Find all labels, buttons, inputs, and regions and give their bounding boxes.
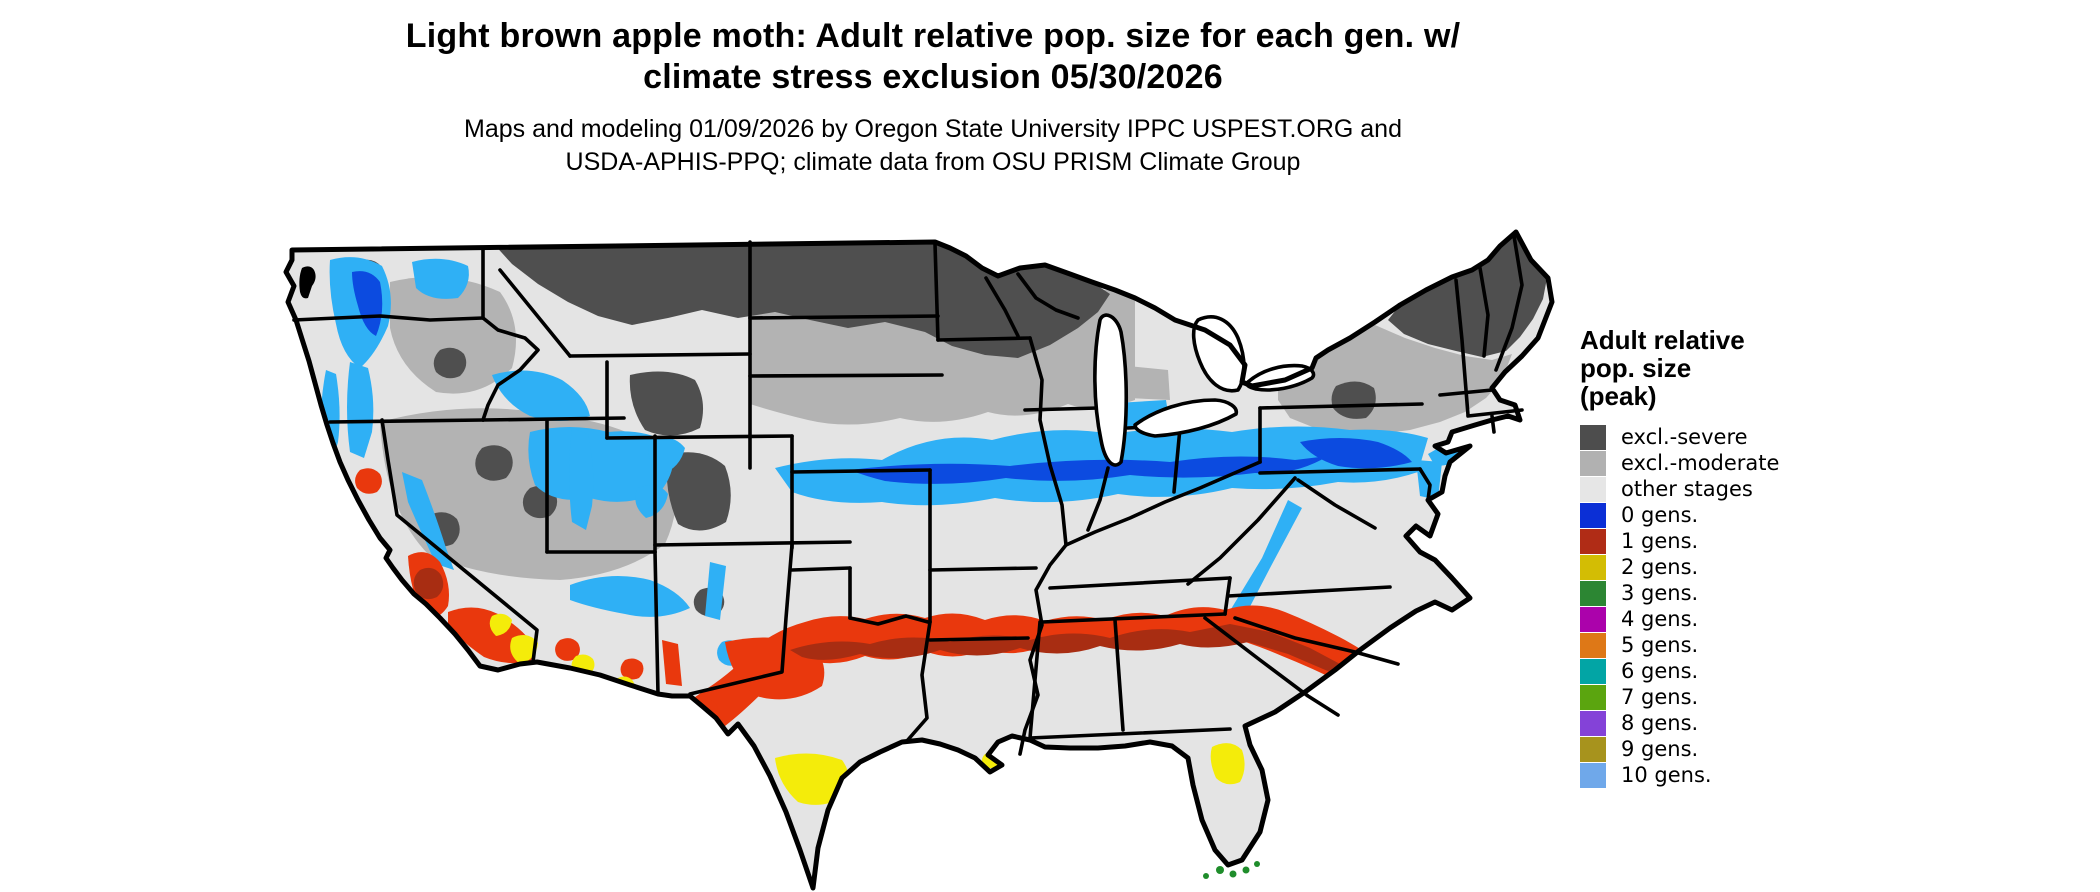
legend-row-0-gens: 0 gens. — [1580, 502, 2000, 528]
lake-huron — [1191, 315, 1246, 393]
region-excl-severe-new-england — [1388, 232, 1547, 357]
legend-row-6-gens: 6 gens. — [1580, 658, 2000, 684]
legend-label: 3 gens. — [1621, 581, 1699, 605]
legend-row-7-gens: 7 gens. — [1580, 684, 2000, 710]
legend-swatch-10-gens — [1580, 762, 1606, 788]
region-excl-severe-adirondacks — [1331, 381, 1376, 419]
region-gens0-wasatch — [569, 428, 594, 530]
region-gens0-appalachians — [1228, 500, 1302, 622]
legend-label: 8 gens. — [1621, 711, 1699, 735]
puget-sound — [299, 266, 316, 299]
legend-label: 10 gens. — [1621, 763, 1712, 787]
legend-label: 1 gens. — [1621, 529, 1699, 553]
legend-swatch-5-gens — [1580, 632, 1606, 658]
region-gens3-florida-keys — [1203, 861, 1260, 879]
legend-items: excl.-severe excl.-moderate other stages… — [1580, 424, 2000, 788]
lake-michigan — [1093, 313, 1129, 467]
region-excl-moderate-michigan — [1128, 366, 1170, 400]
legend-row-excl-severe: excl.-severe — [1580, 424, 2000, 450]
map-subtitle: Maps and modeling 01/09/2026 by Oregon S… — [233, 113, 1633, 179]
legend-swatch-8-gens — [1580, 710, 1606, 736]
legend-row-9-gens: 9 gens. — [1580, 736, 2000, 762]
legend-row-1-gens: 1 gens. — [1580, 528, 2000, 554]
legend-label: other stages — [1621, 477, 1753, 501]
region-excl-severe-oregon-blob — [433, 347, 467, 379]
legend-title-line1: Adult relative — [1580, 325, 1745, 355]
region-gens0-nm-mountains1 — [705, 562, 726, 620]
legend-swatch-1-gens — [1580, 528, 1606, 554]
map-subtitle-line2: USDA-APHIS-PPQ; climate data from OSU PR… — [565, 148, 1301, 176]
region-gens1-arizona2 — [620, 658, 644, 680]
region-gens0-ne-washington — [412, 258, 469, 299]
region-gens0-idaho-mountains — [492, 370, 590, 421]
legend-row-8-gens: 8 gens. — [1580, 710, 2000, 736]
legend-title-line2: pop. size — [1580, 353, 1692, 383]
legend-swatch-6-gens — [1580, 658, 1606, 684]
legend-label: 0 gens. — [1621, 503, 1699, 527]
legend-swatch-3-gens — [1580, 580, 1606, 606]
legend-row-2-gens: 2 gens. — [1580, 554, 2000, 580]
legend-label: 9 gens. — [1621, 737, 1699, 761]
region-gens0-deep-wa-core — [352, 271, 383, 336]
legend-row-3-gens: 3 gens. — [1580, 580, 2000, 606]
legend-label: 5 gens. — [1621, 633, 1699, 657]
region-gens2-florida — [1210, 743, 1245, 785]
legend-row-5-gens: 5 gens. — [1580, 632, 2000, 658]
region-gens1-southern-band — [668, 605, 1415, 748]
legend-row-4-gens: 4 gens. — [1580, 606, 2000, 632]
region-gens2-socal1 — [510, 634, 538, 664]
region-gens0-deep-pennsylvania — [1300, 438, 1412, 469]
lake-erie — [1133, 398, 1239, 438]
legend: Adult relative pop. size (peak) excl.-se… — [1580, 326, 2000, 788]
region-gens2-socal2 — [489, 613, 512, 636]
legend-label: 6 gens. — [1621, 659, 1699, 683]
region-excl-severe-colorado-rockies — [666, 452, 731, 531]
legend-row-excl-moderate: excl.-moderate — [1580, 450, 2000, 476]
legend-label: 2 gens. — [1621, 555, 1699, 579]
region-gens1-dark-valley-core — [413, 567, 444, 600]
region-gens0-deep-ct-coast — [1473, 429, 1505, 458]
legend-swatch-4-gens — [1580, 606, 1606, 632]
legend-label: 7 gens. — [1621, 685, 1699, 709]
region-gens0-deep-band-core — [850, 456, 1328, 484]
region-gens1-mendocino — [355, 468, 382, 494]
legend-swatch-0-gens — [1580, 502, 1606, 528]
region-gens1-dark-carolina-coast — [1377, 683, 1416, 714]
map-title-line2: climate stress exclusion 05/30/2026 — [643, 58, 1223, 96]
legend-swatch-7-gens — [1580, 684, 1606, 710]
legend-swatch-other-stages — [1580, 476, 1606, 502]
region-gens0-nevada-utah — [528, 427, 674, 502]
legend-label: 4 gens. — [1621, 607, 1699, 631]
region-gens0-sierra-nevada — [402, 472, 454, 570]
map-header: Light brown apple moth: Adult relative p… — [233, 16, 1633, 179]
conus-map — [230, 170, 1570, 892]
legend-label: excl.-severe — [1621, 425, 1748, 449]
region-gens0-mogollon-rim — [570, 576, 690, 617]
legend-swatch-excl-moderate — [1580, 450, 1606, 476]
legend-row-10-gens: 10 gens. — [1580, 762, 2000, 788]
raster-regions — [320, 232, 1547, 805]
map-title-line1: Light brown apple moth: Adult relative p… — [405, 17, 1461, 55]
region-gens1-rio-grande-nm — [662, 640, 682, 686]
legend-row-other-stages: other stages — [1580, 476, 2000, 502]
region-excl-severe-northern-tier — [492, 242, 1110, 358]
region-excl-severe-wyoming — [629, 371, 704, 436]
legend-label: excl.-moderate — [1621, 451, 1780, 475]
region-gens1-dark-band-core — [790, 624, 1340, 672]
region-gens0-or-cascades — [347, 362, 374, 458]
region-gens0-co-west2 — [635, 485, 668, 518]
legend-swatch-2-gens — [1580, 554, 1606, 580]
region-gens2-south-texas — [775, 753, 850, 805]
conus-map-svg — [230, 170, 1570, 892]
region-gens1-arizona1 — [555, 638, 580, 661]
state-borders — [292, 234, 1524, 756]
legend-swatch-9-gens — [1580, 736, 1606, 762]
legend-title-line3: (peak) — [1580, 381, 1657, 411]
legend-swatch-excl-severe — [1580, 424, 1606, 450]
map-subtitle-line1: Maps and modeling 01/09/2026 by Oregon S… — [464, 115, 1402, 143]
region-excl-severe-basin-blob1 — [475, 445, 513, 481]
region-gens0-co-west1 — [648, 437, 685, 474]
